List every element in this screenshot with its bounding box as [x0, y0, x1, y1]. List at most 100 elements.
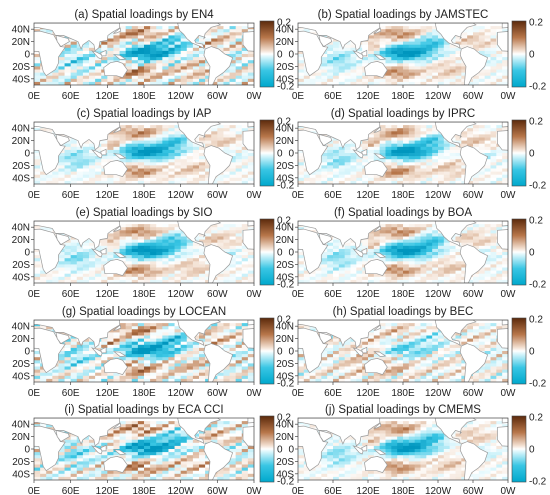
heat-cell [338, 78, 346, 83]
heat-cell [229, 255, 237, 259]
heat-cell [420, 168, 427, 172]
heat-cell [168, 351, 175, 355]
heat-cell [211, 125, 218, 129]
heat-cell [82, 344, 90, 349]
heat-cell [391, 29, 398, 33]
heat-cell [205, 171, 212, 176]
heat-cell [168, 26, 175, 30]
x-tick-label: 0W [247, 190, 263, 201]
heat-cell [107, 233, 114, 237]
heat-cell [235, 78, 243, 83]
heat-cell [502, 75, 508, 80]
heat-cell [107, 180, 114, 184]
heat-cell [34, 258, 41, 262]
heat-cell [101, 354, 108, 358]
heat-cell [473, 125, 480, 129]
heat-cell [420, 258, 427, 262]
heat-cell [298, 156, 305, 160]
heat-cell [502, 66, 508, 70]
y-tick-label: 40S [12, 74, 30, 85]
heat-cell [58, 57, 65, 61]
heat-cell [443, 57, 451, 61]
heat-cell [150, 248, 157, 253]
heat-cell [156, 245, 163, 250]
heat-cell [484, 81, 491, 85]
heat-cell [414, 35, 421, 39]
heat-cell [137, 125, 145, 129]
heat-cell [391, 236, 398, 240]
heat-cell [217, 335, 224, 339]
heat-cell [156, 264, 163, 268]
heat-cell [150, 177, 157, 182]
heat-cell [95, 162, 102, 166]
heat-cell [131, 252, 139, 256]
heat-cell [229, 258, 237, 262]
heat-cell [443, 177, 451, 182]
heat-cell [174, 375, 182, 380]
heat-cell [137, 57, 145, 61]
heat-cell [426, 131, 433, 135]
heat-cell [70, 41, 78, 46]
heat-cell [70, 50, 78, 55]
heat-cell [119, 153, 127, 157]
heat-cell [113, 174, 120, 179]
heat-cell [101, 146, 108, 151]
heat-cell [186, 60, 194, 64]
heat-cell [362, 174, 369, 179]
heat-cell [368, 57, 375, 61]
heat-cell [205, 140, 212, 145]
heat-cell [95, 47, 102, 52]
x-tick-label: 60E [324, 91, 342, 102]
heat-cell [229, 134, 237, 138]
heat-cell [397, 233, 404, 237]
heat-cell [150, 347, 157, 352]
heat-cell [64, 276, 72, 281]
heat-cell [180, 156, 188, 160]
heat-cell [333, 180, 340, 184]
heat-cell [373, 233, 381, 237]
heat-cell [223, 128, 230, 132]
heat-cell [150, 162, 157, 166]
heat-cell [107, 332, 114, 336]
heat-cell [298, 267, 305, 271]
heat-cell [391, 44, 398, 49]
heat-cell [426, 66, 433, 70]
heat-cell [174, 258, 182, 262]
heat-cell [397, 57, 404, 61]
heat-cell [113, 131, 120, 135]
heat-cell [333, 69, 340, 73]
heat-cell [298, 177, 305, 182]
heat-cell [101, 338, 108, 343]
heat-cell [368, 32, 375, 36]
heat-cell [344, 57, 351, 61]
panel-6: (f) Spatial loadings by BOA40N20N020S40S… [276, 207, 547, 300]
heat-cell [426, 143, 433, 148]
heat-cell [40, 270, 47, 275]
heat-cell [420, 57, 427, 61]
heat-cell [426, 233, 433, 237]
heat-cell [327, 165, 334, 169]
land-mass [203, 145, 234, 184]
heat-cell [397, 239, 404, 244]
heat-cell [186, 245, 194, 250]
heat-cell [58, 162, 65, 166]
heat-cell [229, 338, 237, 343]
heat-cell [150, 366, 157, 370]
heat-cell [223, 35, 230, 39]
heat-cell [95, 174, 102, 179]
heat-cell [438, 143, 445, 148]
heat-cell [385, 245, 392, 250]
heat-cell [101, 341, 108, 346]
heat-cell [64, 273, 72, 278]
heat-cell [490, 153, 497, 157]
heat-cell [144, 50, 151, 55]
heat-cell [235, 168, 243, 172]
heat-cell [490, 137, 497, 141]
heat-cell [144, 41, 151, 46]
heat-cell [397, 156, 404, 160]
heat-cell [403, 162, 410, 166]
heat-cell [174, 54, 182, 58]
heat-cell [455, 180, 462, 184]
heat-cell [385, 174, 392, 179]
heat-cell [156, 230, 163, 234]
